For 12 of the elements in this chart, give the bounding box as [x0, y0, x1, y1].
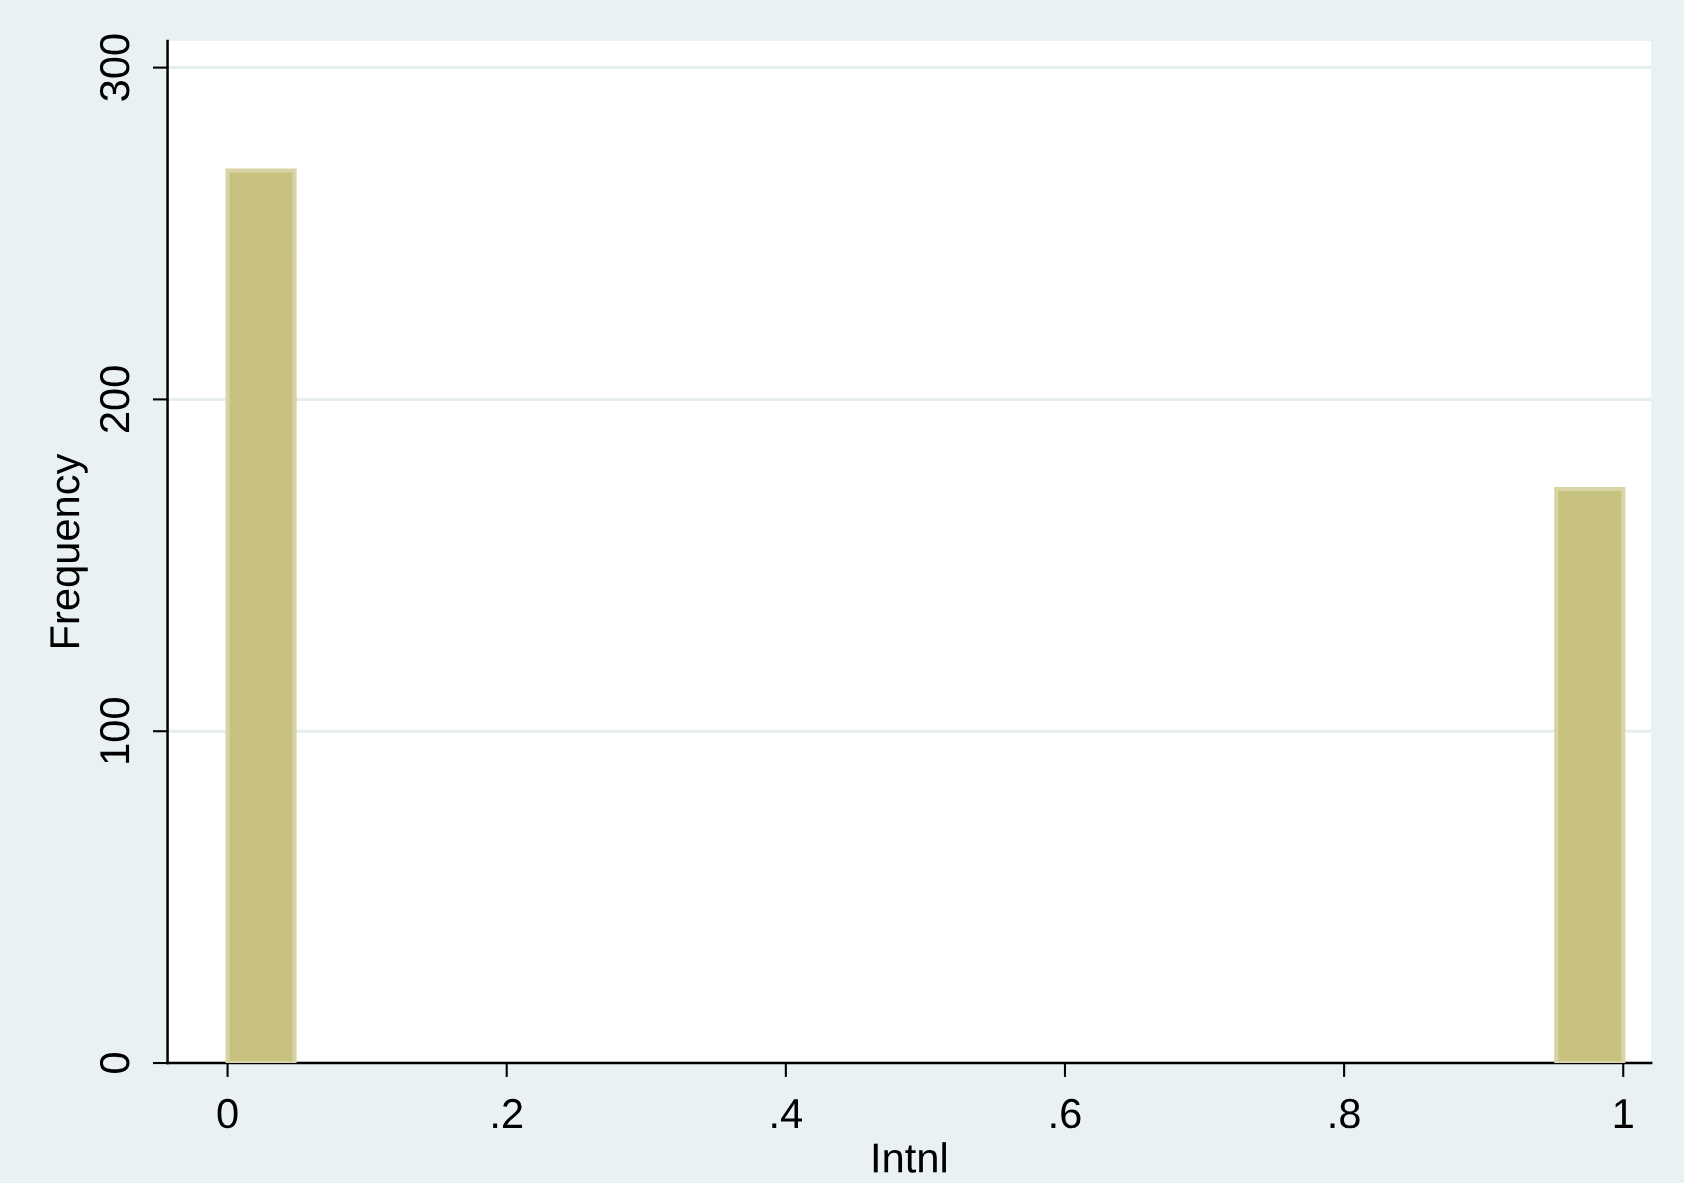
y-axis-title: Frequency — [50, 453, 88, 648]
x-tick-label: 1 — [1614, 1099, 1633, 1128]
x-tick-label: .8 — [1330, 1098, 1360, 1129]
x-tick-label: .6 — [1051, 1098, 1081, 1129]
x-tick-label: .4 — [772, 1099, 802, 1128]
y-tick-label: 0 — [99, 1053, 130, 1073]
x-tick-label: .2 — [493, 1098, 522, 1128]
y-tick-label: 300 — [99, 34, 130, 101]
x-axis-title: Intnl — [873, 1142, 946, 1173]
y-tick-label: 100 — [99, 698, 130, 763]
y-tick-label: 200 — [99, 366, 130, 433]
x-tick-label: 0 — [217, 1098, 238, 1129]
